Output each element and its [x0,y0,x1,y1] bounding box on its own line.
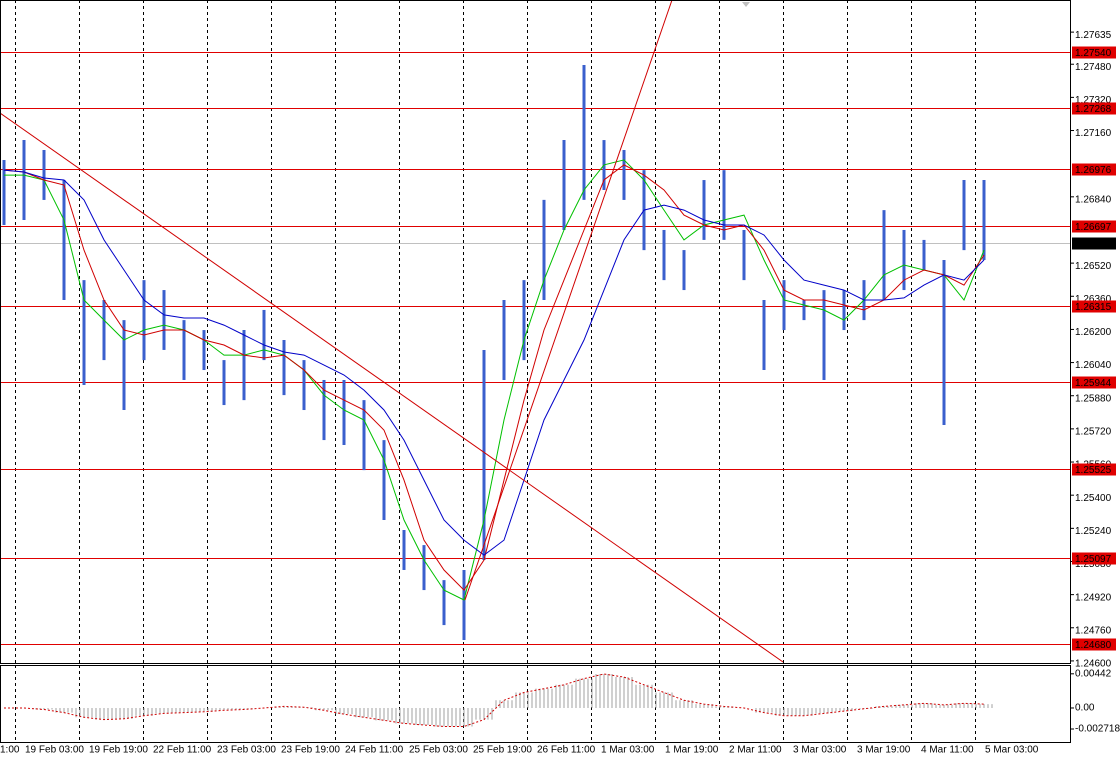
level-label-bg [1072,102,1116,115]
x-tick-label: 25 Feb 03:00 [409,745,468,756]
y-tick-label: 1.25720 [1075,427,1112,438]
level-label-bg [1072,163,1116,176]
x-tick-label: 3 Mar 03:00 [793,745,847,756]
level-label: 1.26315 [1075,302,1112,313]
level-label-bg [1072,552,1116,565]
sub-panel-frame [0,665,1071,743]
level-label: 1.25944 [1075,378,1112,389]
x-tick-label: 25 Feb 19:00 [473,745,532,756]
level-label-bg [1072,463,1116,476]
x-tick-label: 3 Mar 19:00 [857,745,911,756]
level-label: 1.26697 [1075,222,1112,233]
current-price-label: 1.26618 [1075,239,1112,250]
x-tick-label: 4 Mar 11:00 [921,745,974,756]
trend-line [0,112,784,663]
level-label: 1.27540 [1075,48,1112,59]
x-tick-label: 19 Feb 19:00 [89,745,148,756]
moving-average [4,159,985,601]
level-label-bg [1072,638,1116,651]
level-label: 1.24680 [1075,640,1112,651]
marks [2,65,993,727]
x-tick-label: 1:00 [0,745,20,756]
y-tick-label: 1.27635 [1075,30,1112,41]
axes: 1:00 19 Feb 03:00 19 Feb 19:00 22 Feb 11:00… [0,30,1120,756]
level-label-bg [1072,46,1116,59]
x-tick-label: 1 Mar 19:00 [665,745,719,756]
osc-tick-label: 0.00442 [1075,668,1112,679]
moving-average [3,169,985,556]
x-tick-label: 2 Mar 11:00 [729,745,782,756]
grid [0,0,1070,743]
moving-average [3,164,985,591]
y-tick-label: 1.26840 [1075,194,1112,205]
x-tick-label: 23 Feb 19:00 [281,745,340,756]
y-tick-label: 1.26200 [1075,327,1112,338]
x-tick-label: 23 Feb 03:00 [217,745,276,756]
x-tick-label: 22 Feb 11:00 [153,745,212,756]
level-label-bg [1072,220,1116,233]
y-tick-label: 1.24760 [1075,625,1112,636]
shift-marker [742,2,750,7]
y-tick-label: 1.27320 [1075,95,1112,106]
trend-line [464,0,673,601]
y-tick-label: 1.25400 [1075,493,1112,504]
osc-signal [4,673,985,727]
y-tick-label: 1.25880 [1075,393,1112,404]
y-tick-label: 1.26520 [1075,261,1112,272]
x-tick-label: 1 Mar 03:00 [601,745,655,756]
current-price-bg [1072,237,1116,250]
y-tick-label: 1.24920 [1075,592,1112,603]
x-tick-label: 26 Feb 11:00 [537,745,596,756]
level-label: 1.25525 [1075,465,1112,476]
y-tick-label: 1.26360 [1075,294,1112,305]
x-tick-label: 5 Mar 03:00 [985,745,1039,756]
level-label: 1.25097 [1075,554,1112,565]
osc-tick-label: -0.002718 [1075,724,1120,735]
y-tick-label: 1.25240 [1075,526,1112,537]
level-label-bg [1072,376,1116,389]
y-tick-label: 1.27160 [1075,128,1112,139]
y-tick-label: 1.27480 [1075,62,1112,73]
y-tick-label: 1.24600 [1075,659,1112,670]
level-label: 1.26976 [1075,165,1112,176]
main-panel-frame [0,0,1071,664]
y-tick-label: 1.25080 [1075,559,1112,570]
level-label-bg [1072,300,1116,313]
level-label: 1.27268 [1075,104,1112,115]
x-tick-label: 19 Feb 03:00 [25,745,84,756]
x-tick-label: 24 Feb 11:00 [345,745,404,756]
osc-tick-label: 0.00 [1075,703,1095,714]
y-tick-label: 1.26040 [1075,360,1112,371]
